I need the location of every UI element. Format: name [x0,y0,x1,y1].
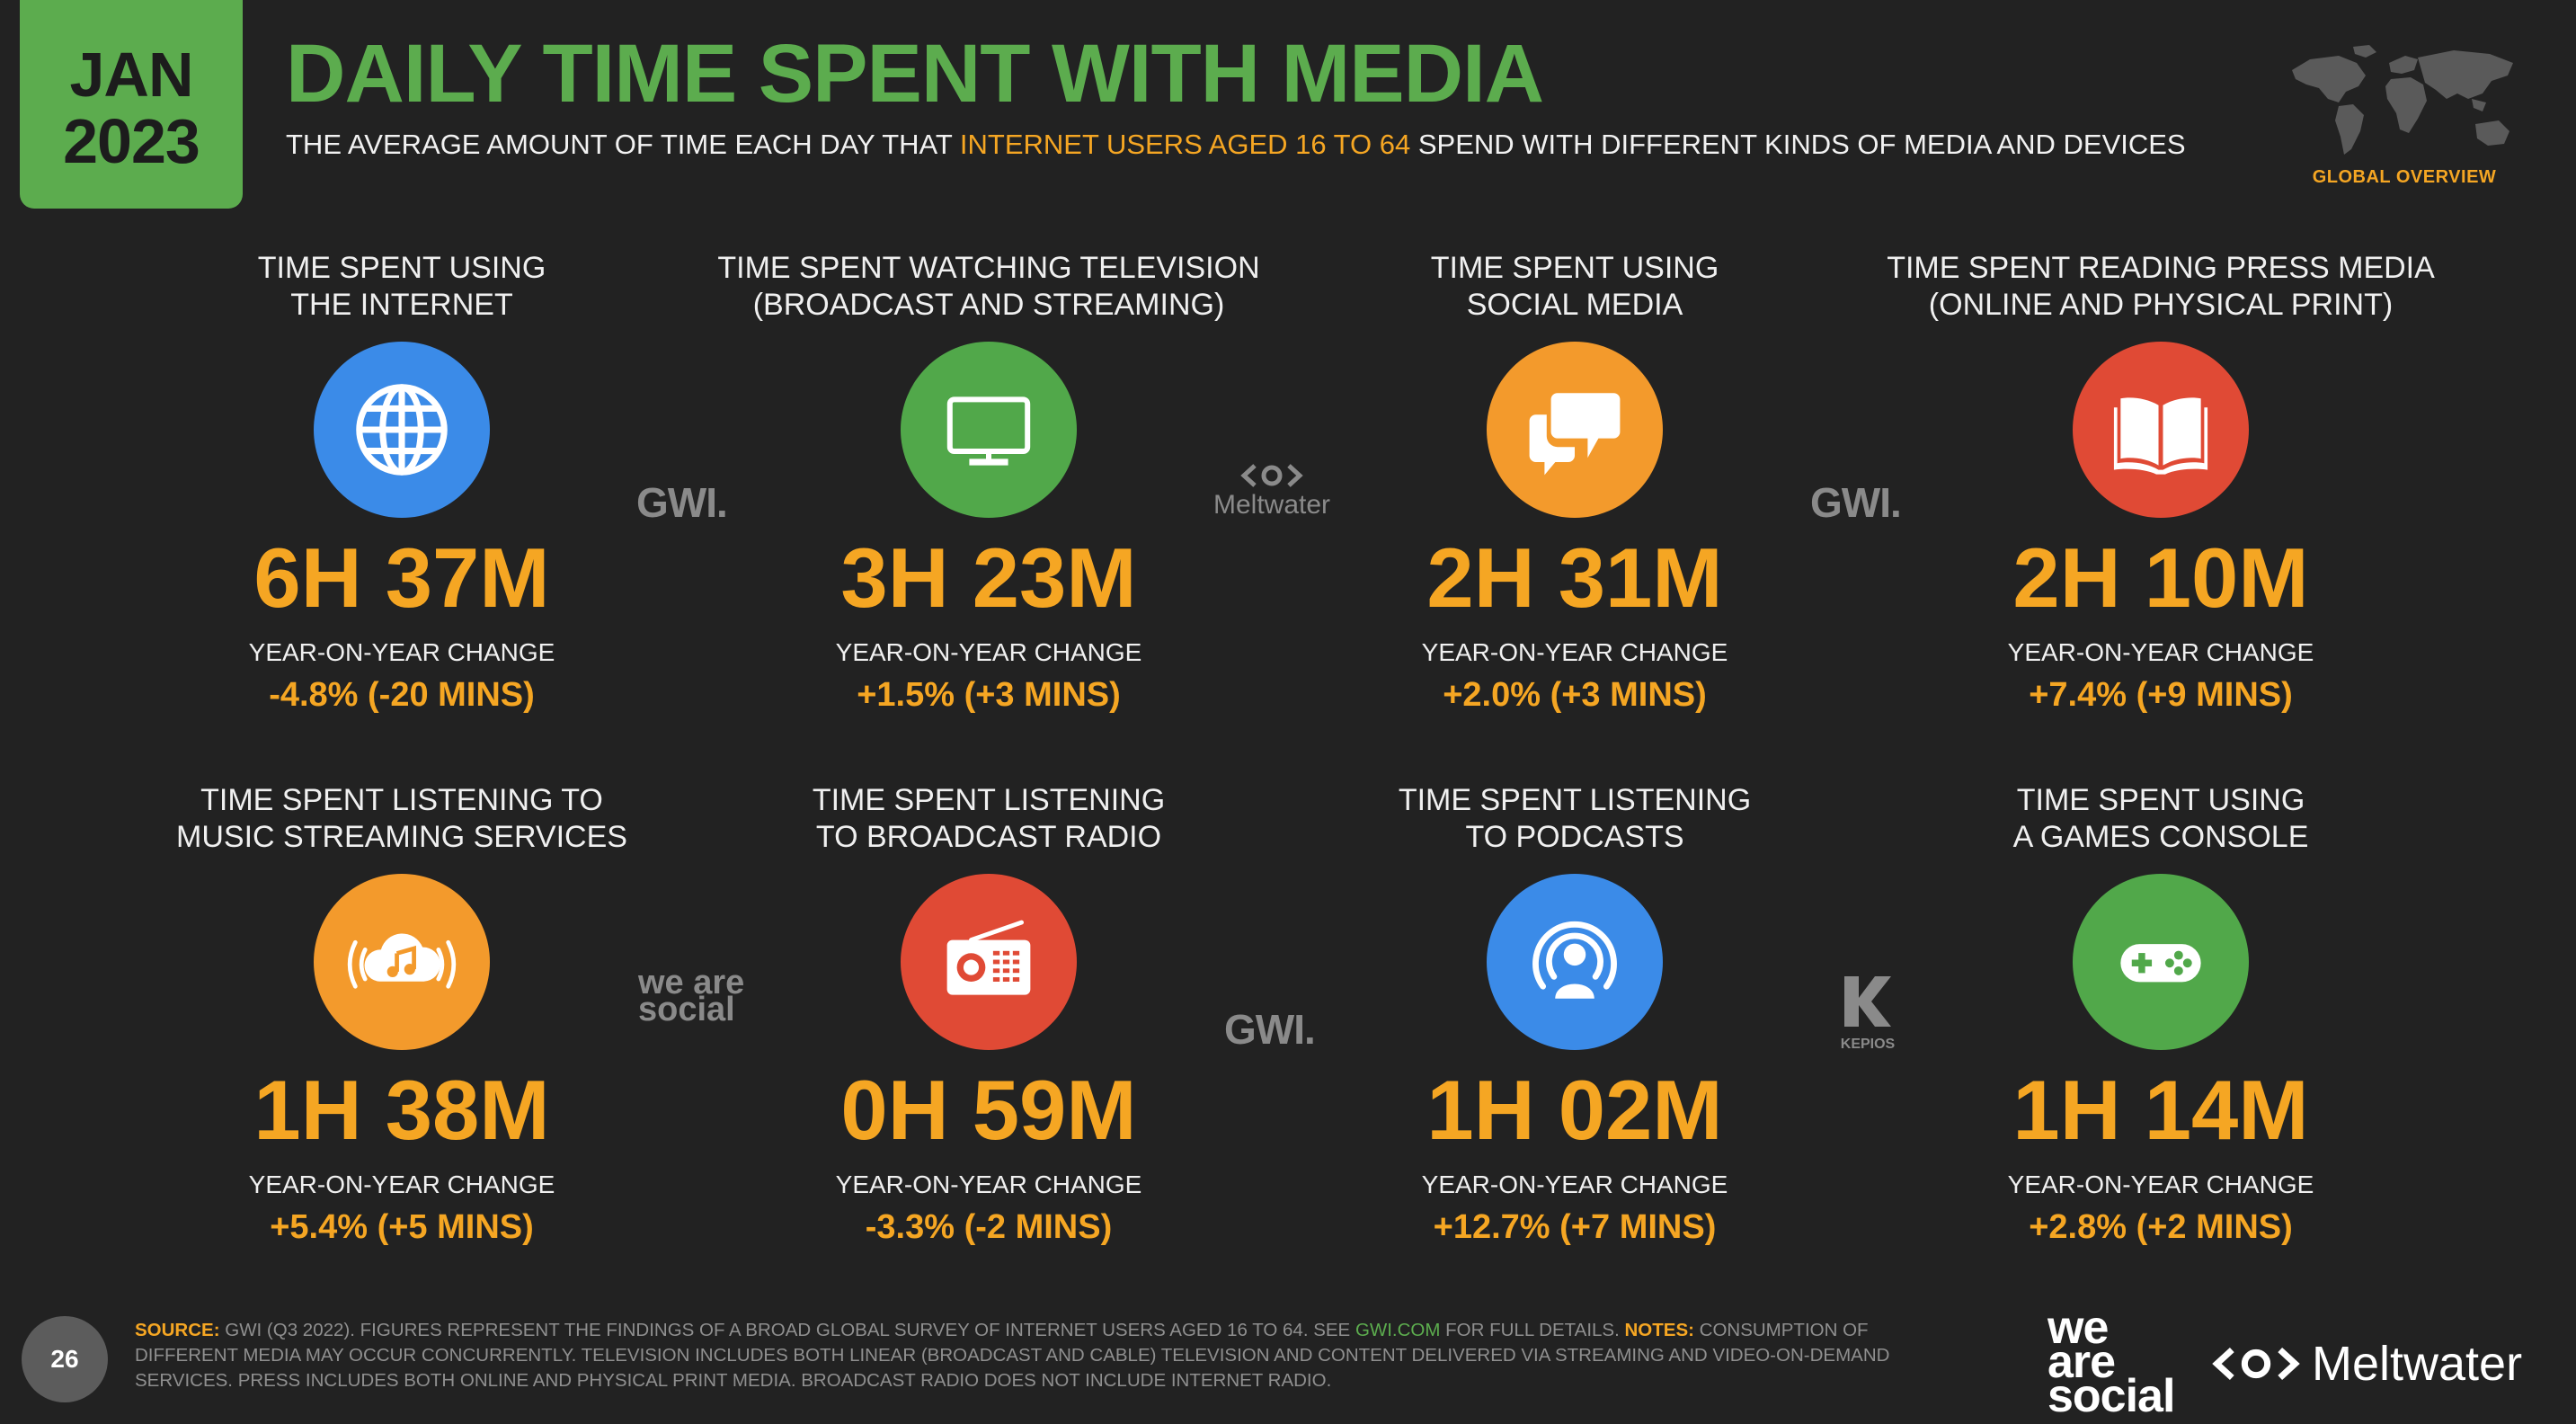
meltwater-logo: Meltwater [2209,1336,2522,1392]
subtitle: THE AVERAGE AMOUNT OF TIME EACH DAY THAT… [286,129,2186,161]
world-map-icon [2292,45,2513,155]
kepios-logo: KEPIOS [1839,973,1896,1053]
card-yoy-label: YEAR-ON-YEAR CHANGE [1421,638,1728,666]
subtitle-end: SPEND WITH DIFFERENT KINDS OF MEDIA AND … [1410,129,2186,160]
card-value: 3H 23M [840,530,1137,625]
card-yoy-label: YEAR-ON-YEAR CHANGE [248,638,555,666]
date-year: 2023 [63,106,200,176]
open-book-icon [2073,342,2249,518]
radio-icon [901,874,1077,1050]
card-yoy-value: +1.5% (+3 MINS) [857,676,1121,714]
date-badge: JAN 2023 [20,0,243,209]
card-value: 0H 59M [840,1063,1137,1157]
chat-bubbles-icon [1487,342,1663,518]
card-yoy-value: +2.0% (+3 MINS) [1443,676,1707,714]
page-title: DAILY TIME SPENT WITH MEDIA [286,28,1544,120]
region-label: GLOBAL OVERVIEW [2312,167,2497,187]
card-label: TIME SPENT USING SOCIAL MEDIA [1430,251,1719,322]
logo-word-are: are [2047,1336,2116,1388]
card-yoy-label: YEAR-ON-YEAR CHANGE [2007,1170,2314,1198]
card-podcasts: TIME SPENT LISTENING TO PODCASTS 1H 02M … [1287,782,1862,1286]
globe-icon [314,342,490,518]
card-value: 1H 14M [2012,1063,2309,1157]
card-label: TIME SPENT READING PRESS MEDIA (ONLINE A… [1887,251,2435,322]
meltwater-mark-icon [1240,464,1303,487]
source-text: GWI (Q3 2022). FIGURES REPRESENT THE FIN… [219,1320,1355,1340]
meltwater-mark-icon [2212,1347,2300,1381]
card-value: 1H 02M [1426,1063,1723,1157]
notes-key: NOTES: [1624,1320,1694,1340]
card-label: TIME SPENT USING THE INTERNET [257,251,546,322]
card-press-media: TIME SPENT READING PRESS MEDIA (ONLINE A… [1873,250,2448,753]
kepios-logo-text: KEPIOS [1840,1037,1896,1052]
subtitle-start: THE AVERAGE AMOUNT OF TIME EACH DAY THAT [286,129,960,160]
source-text-2: FOR FULL DETAILS. [1440,1320,1625,1340]
source-link[interactable]: GWI.COM [1355,1320,1441,1340]
card-yoy-value: +5.4% (+5 MINS) [270,1208,534,1246]
we-are-social-logo-small: we are social [638,964,745,1028]
date-month: JAN [69,40,193,110]
card-yoy-label: YEAR-ON-YEAR CHANGE [1421,1170,1728,1198]
logo-word-we: we [2047,1302,2109,1354]
card-yoy-value: +2.8% (+2 MINS) [2029,1208,2293,1246]
card-yoy-label: YEAR-ON-YEAR CHANGE [835,638,1142,666]
card-yoy-label: YEAR-ON-YEAR CHANGE [248,1170,555,1198]
card-broadcast-radio: TIME SPENT LISTENING TO BROADCAST RADIO … [701,782,1276,1286]
gwi-logo: GWI. [1224,1006,1316,1053]
podcast-icon [1487,874,1663,1050]
card-games-console: TIME SPENT USING A GAMES CONSOLE 1H 14M … [1873,782,2448,1286]
card-label: TIME SPENT LISTENING TO BROADCAST RADIO [812,783,1166,854]
card-label: TIME SPENT WATCHING TELEVISION (BROADCAS… [717,251,1260,322]
page-number: 26 [22,1316,108,1402]
card-internet: TIME SPENT USING THE INTERNET 6H 37M YEA… [114,250,689,753]
card-yoy-value: +7.4% (+9 MINS) [2029,676,2293,714]
gwi-logo: GWI. [1810,479,1902,526]
card-music-streaming: TIME SPENT LISTENING TO MUSIC STREAMING … [114,782,689,1286]
card-social-media: TIME SPENT USING SOCIAL MEDIA 2H 31M YEA… [1287,250,1862,753]
meltwater-logo-text: Meltwater [1213,490,1331,520]
card-label: TIME SPENT USING A GAMES CONSOLE [2012,783,2309,854]
music-cloud-icon [314,874,490,1050]
meltwater-logo-small: Meltwater [1213,460,1330,521]
notes-text: CONSUMPTION OF DIFFERENT MEDIA MAY OCCUR… [135,1320,1890,1391]
source-key: SOURCE: [135,1320,220,1340]
card-value: 2H 31M [1426,530,1723,625]
kepios-mark-icon [1844,976,1891,1027]
card-value: 1H 38M [253,1063,550,1157]
television-icon [901,342,1077,518]
card-label: TIME SPENT LISTENING TO MUSIC STREAMING … [176,783,627,854]
card-television: TIME SPENT WATCHING TELEVISION (BROADCAS… [701,250,1276,753]
we-are-social-logo: we are social [2047,1302,2175,1422]
card-yoy-value: +12.7% (+7 MINS) [1433,1208,1717,1246]
footnote: SOURCE: GWI (Q3 2022). FIGURES REPRESENT… [135,1318,1959,1393]
subtitle-highlight: INTERNET USERS AGED 16 TO 64 [959,129,1411,160]
card-label: TIME SPENT LISTENING TO PODCASTS [1398,783,1752,854]
card-yoy-label: YEAR-ON-YEAR CHANGE [835,1170,1142,1198]
card-value: 2H 10M [2012,530,2309,625]
card-yoy-label: YEAR-ON-YEAR CHANGE [2007,638,2314,666]
card-yoy-value: -4.8% (-20 MINS) [269,676,535,714]
gwi-logo: GWI. [636,479,728,526]
meltwater-logo-text: Meltwater [2312,1337,2523,1391]
card-value: 6H 37M [253,530,550,625]
card-yoy-value: -3.3% (-2 MINS) [865,1208,1113,1246]
gamepad-icon [2073,874,2249,1050]
logo-word-social: social [2047,1370,2175,1422]
